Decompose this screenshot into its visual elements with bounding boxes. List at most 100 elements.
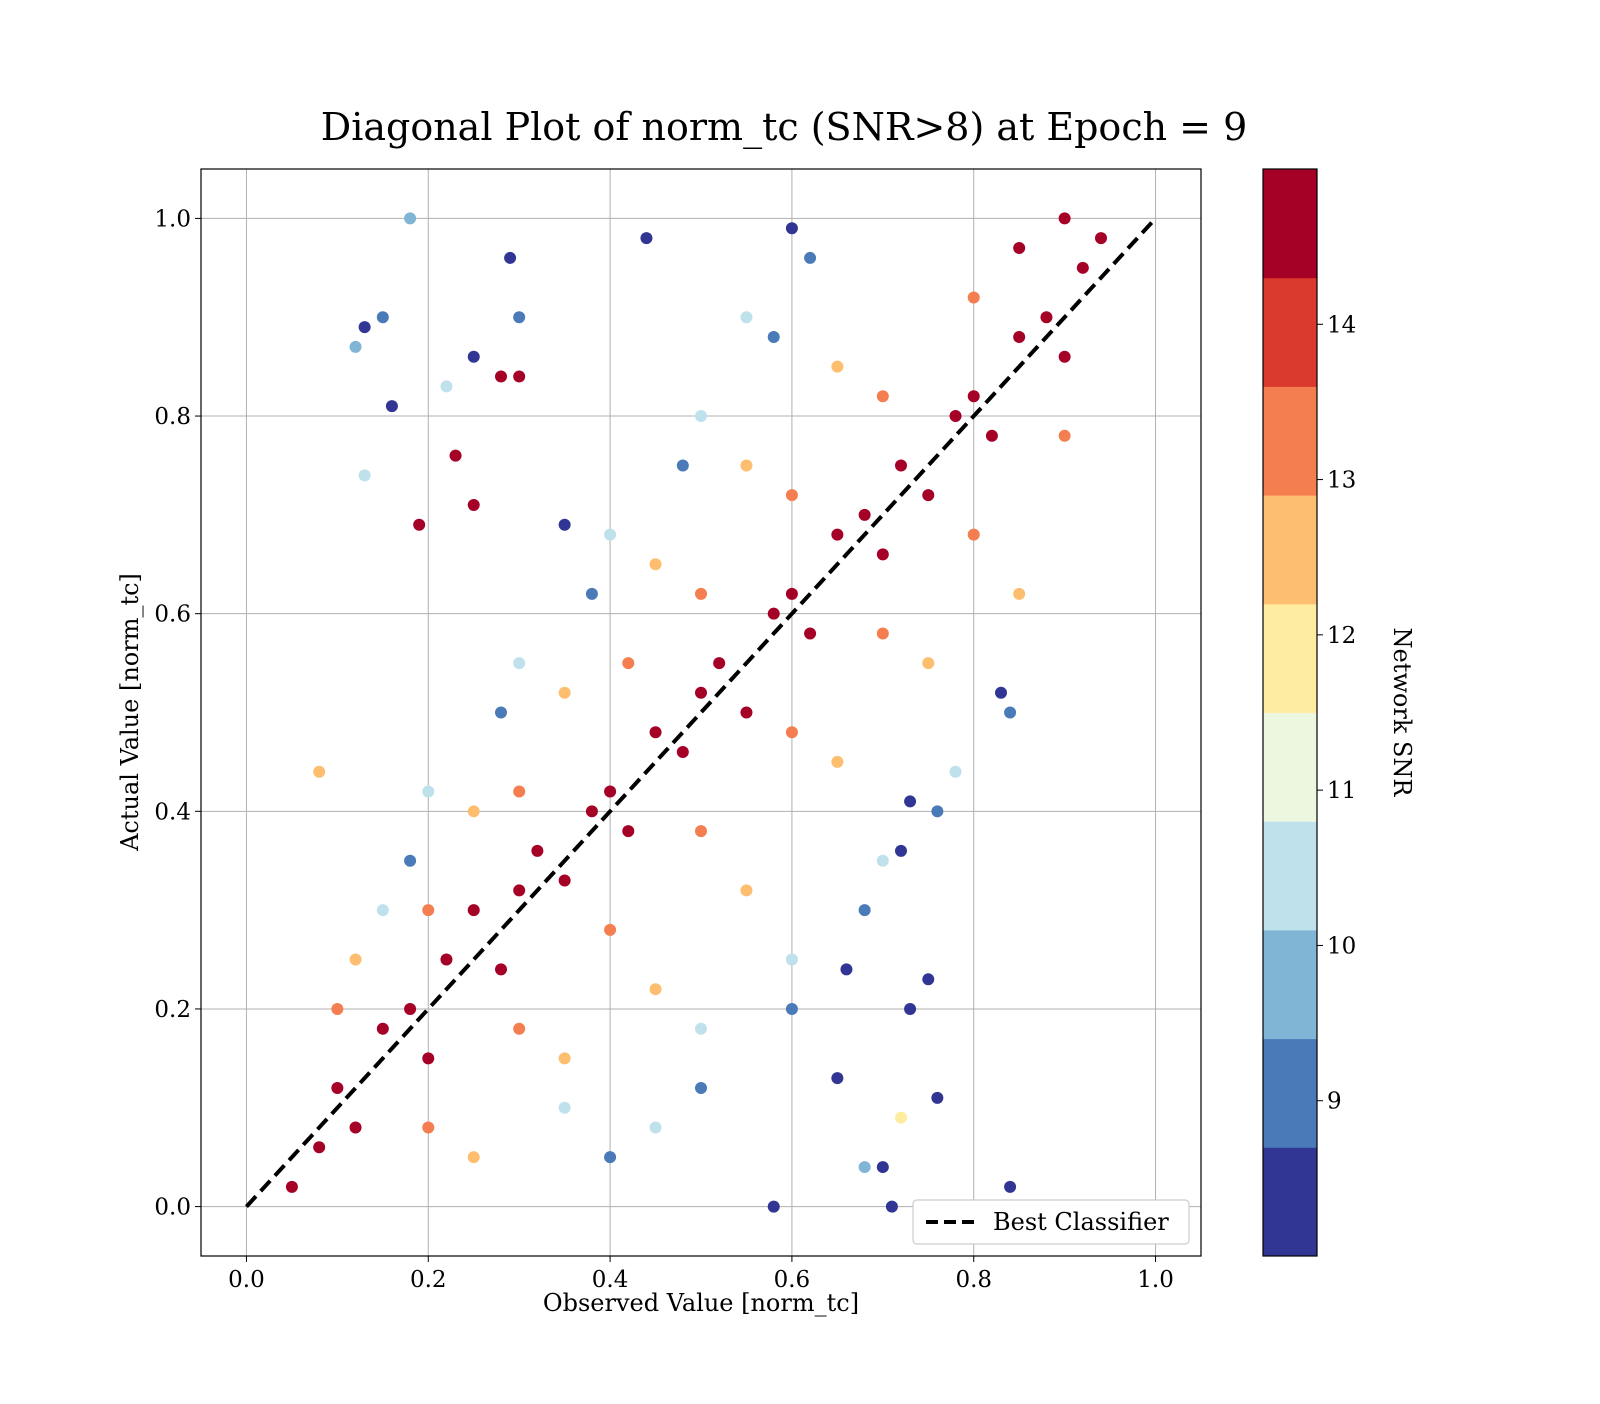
x-tick-label: 0.6 bbox=[774, 1267, 811, 1293]
scatter-point bbox=[649, 983, 662, 996]
y-tick-label: 0.4 bbox=[154, 799, 191, 825]
scatter-point bbox=[349, 1121, 362, 1134]
y-tick-label: 0.6 bbox=[154, 602, 191, 628]
scatter-point bbox=[495, 370, 507, 383]
scatter-point bbox=[422, 1121, 435, 1134]
scatter-point bbox=[876, 548, 889, 561]
scatter-point bbox=[504, 251, 517, 264]
scatter-point bbox=[1004, 1180, 1017, 1193]
scatter-point bbox=[804, 251, 817, 264]
scatter-point bbox=[858, 1161, 871, 1174]
scatter-point bbox=[558, 518, 571, 531]
scatter-point bbox=[1058, 212, 1071, 225]
x-tick-label: 1.0 bbox=[1137, 1267, 1174, 1293]
legend: Best Classifier bbox=[912, 1199, 1190, 1245]
y-axis-ticks: 0.0 0.2 0.4 0.6 0.8 1.0 bbox=[154, 206, 201, 1221]
scatter-point bbox=[858, 508, 871, 521]
colorbar-label: Network SNR bbox=[1388, 628, 1416, 798]
scatter-point bbox=[785, 489, 798, 502]
scatter-point bbox=[385, 400, 398, 413]
scatter-point bbox=[467, 350, 480, 363]
scatter-point bbox=[895, 459, 907, 472]
scatter-point bbox=[931, 805, 944, 818]
scatter-point bbox=[904, 795, 917, 808]
scatter-point bbox=[513, 884, 526, 897]
colorbar-tick-label: 13 bbox=[1327, 468, 1356, 494]
scatter-point bbox=[376, 311, 389, 324]
y-tick-label: 1.0 bbox=[154, 206, 191, 232]
colorbar-tick-label: 9 bbox=[1327, 1089, 1342, 1115]
y-tick-label: 0.2 bbox=[154, 997, 191, 1023]
scatter-point bbox=[1013, 587, 1026, 600]
scatter-point bbox=[922, 973, 935, 986]
colorbar-tick-label: 11 bbox=[1327, 778, 1356, 804]
colorbar-tick-label: 12 bbox=[1327, 623, 1356, 649]
scatter-point bbox=[513, 311, 526, 324]
scatter-point bbox=[740, 311, 753, 324]
scatter-point bbox=[649, 1121, 662, 1134]
scatter-point bbox=[858, 904, 871, 917]
scatter-point bbox=[831, 1072, 844, 1085]
scatter-point bbox=[622, 657, 635, 670]
scatter-point bbox=[558, 686, 571, 699]
scatter-point bbox=[495, 963, 507, 976]
best-classifier-line-group bbox=[244, 217, 1158, 1208]
scatter-point bbox=[313, 1141, 326, 1154]
scatter-point bbox=[785, 222, 798, 235]
scatter-point bbox=[767, 330, 780, 343]
scatter-point bbox=[695, 410, 707, 423]
scatter-point bbox=[1076, 261, 1089, 274]
chart-title: Diagonal Plot of norm_tc (SNR>8) at Epoc… bbox=[321, 105, 1248, 150]
scatter-point bbox=[949, 410, 962, 423]
scatter-point bbox=[895, 1111, 907, 1124]
scatter-point bbox=[831, 528, 844, 541]
scatter-point bbox=[467, 1151, 480, 1164]
scatter-point bbox=[467, 904, 480, 917]
colorbar-bin bbox=[1263, 169, 1317, 279]
scatter-point bbox=[285, 1180, 298, 1193]
x-axis-ticks: 0.0 0.2 0.4 0.6 0.8 1.0 bbox=[228, 1256, 1174, 1293]
scatter-point bbox=[785, 953, 798, 966]
scatter-point bbox=[831, 755, 844, 768]
scatter-point bbox=[604, 528, 617, 541]
colorbar-bin bbox=[1263, 1038, 1317, 1148]
scatter-point bbox=[785, 1002, 798, 1015]
scatter-point bbox=[876, 1161, 889, 1174]
scatter-point bbox=[440, 953, 453, 966]
legend-box bbox=[912, 1199, 1190, 1245]
scatter-point bbox=[785, 587, 798, 600]
scatter-point bbox=[740, 706, 753, 719]
scatter-point bbox=[885, 1200, 898, 1213]
scatter-point bbox=[349, 953, 362, 966]
scatter-point bbox=[467, 805, 480, 818]
y-tick-label: 0.0 bbox=[154, 1195, 191, 1221]
scatter-point bbox=[676, 746, 689, 759]
colorbar-bin bbox=[1263, 495, 1317, 605]
scatter-point bbox=[640, 232, 653, 245]
scatter-point bbox=[358, 321, 371, 334]
plot-frame bbox=[200, 168, 1202, 1257]
scatter-point bbox=[495, 706, 507, 719]
scatter-point bbox=[604, 1151, 617, 1164]
scatter-point bbox=[695, 686, 707, 699]
scatter-point bbox=[804, 627, 817, 640]
x-axis-label: Observed Value [norm_tc] bbox=[543, 1289, 859, 1317]
scatter-point bbox=[467, 498, 480, 511]
colorbar-bin bbox=[1263, 821, 1317, 931]
scatter-point bbox=[995, 686, 1007, 699]
colorbar-tick-label: 10 bbox=[1327, 933, 1356, 959]
scatter-point bbox=[513, 785, 526, 798]
scatter-point bbox=[331, 1082, 344, 1095]
x-tick-label: 0.8 bbox=[955, 1267, 992, 1293]
scatter-point bbox=[449, 449, 462, 462]
scatter-point bbox=[585, 587, 598, 600]
scatter-point bbox=[695, 825, 707, 838]
scatter-point bbox=[513, 370, 526, 383]
scatter-point bbox=[904, 1002, 917, 1015]
scatter-point bbox=[622, 825, 635, 838]
scatter-point bbox=[422, 785, 435, 798]
scatter-point bbox=[1095, 232, 1107, 245]
colorbar-bin bbox=[1263, 929, 1317, 1040]
scatter-point bbox=[558, 1052, 571, 1065]
